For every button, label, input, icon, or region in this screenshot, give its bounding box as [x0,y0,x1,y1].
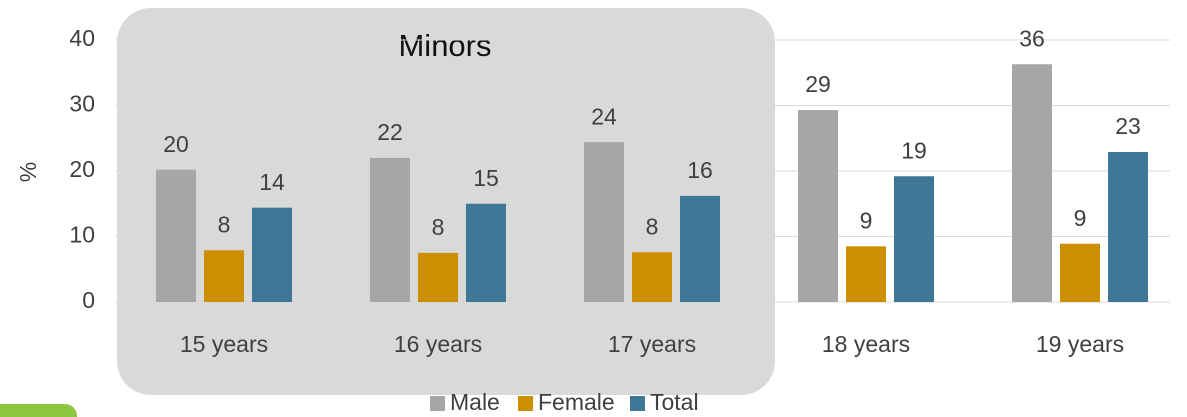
tab [0,404,77,417]
x-tick-label: 19 years [1036,331,1124,357]
legend-label: Male [450,389,500,415]
bar [1012,64,1052,302]
data-label: 24 [591,103,617,129]
bar [370,157,410,302]
legend-swatch [518,396,533,411]
data-label: 9 [860,207,873,233]
x-tick-label: 18 years [822,331,910,357]
y-tick-label: 30 [69,91,95,117]
y-tick-label: 10 [69,222,95,248]
bar [584,142,624,302]
bar [466,203,506,302]
bar [1060,243,1100,302]
data-label: 8 [218,211,231,237]
data-label: 16 [687,157,713,183]
data-label: 15 [473,165,499,191]
legend-swatch [430,396,445,411]
data-label: 29 [805,71,831,97]
y-tick-label: 40 [69,25,95,51]
bar [632,252,672,302]
annotation: Minors [398,28,491,63]
data-label: 14 [259,169,285,195]
data-label: 36 [1019,25,1045,51]
x-tick-label: 15 years [180,331,268,357]
x-tick-label: 16 years [394,331,482,357]
legend-label: Total [650,389,699,415]
data-label: 22 [377,119,403,145]
data-label: 8 [432,214,445,240]
bar [204,250,244,302]
y-tick-label: 0 [82,287,95,313]
bar [156,169,196,302]
bar [1108,152,1148,302]
y-axis-label: % [15,162,41,182]
data-label: 23 [1115,113,1141,139]
y-tick-label: 20 [69,156,95,182]
data-label: 19 [901,137,927,163]
bar [798,110,838,303]
data-label: 20 [163,131,189,157]
legend-label: Female [538,389,615,415]
bar [252,207,292,302]
bar [846,246,886,302]
bar [894,176,934,302]
data-label: 9 [1074,205,1087,231]
legend-swatch [630,396,645,411]
bar [418,252,458,302]
x-tick-label: 17 years [608,331,696,357]
bar [680,195,720,302]
data-label: 8 [646,213,659,239]
